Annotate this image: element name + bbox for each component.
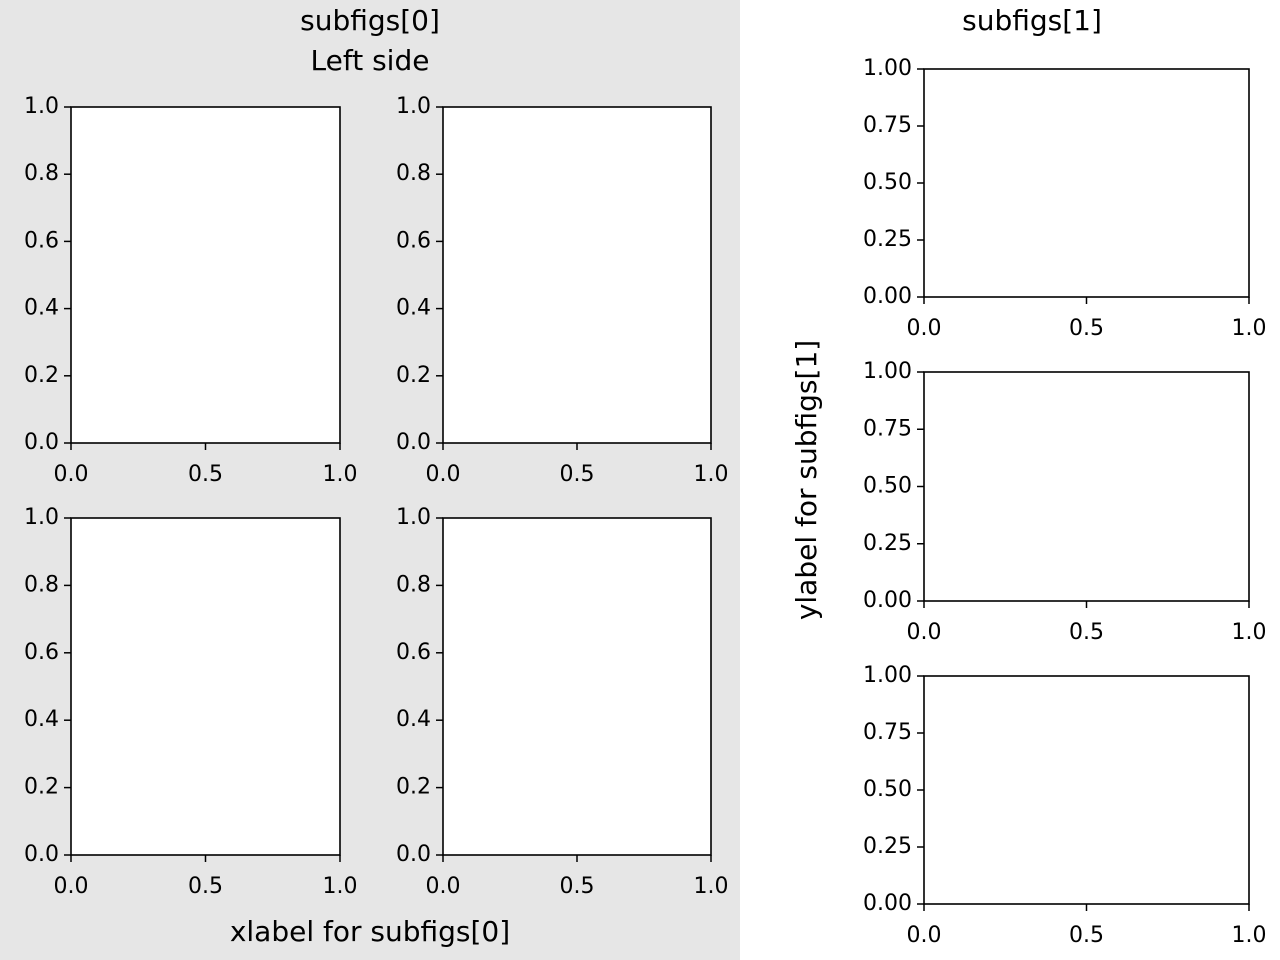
y-tick-label: 0.4 bbox=[396, 296, 431, 321]
axes-background bbox=[924, 372, 1249, 601]
axes-background bbox=[924, 676, 1249, 904]
y-tick-label: 0.4 bbox=[24, 296, 59, 321]
y-tick-label: 0.2 bbox=[24, 775, 59, 800]
axes-frame bbox=[923, 371, 1250, 602]
x-tick-label: 1.0 bbox=[1232, 620, 1267, 645]
y-tick-label: 0.8 bbox=[24, 161, 59, 186]
x-tick-label: 0.5 bbox=[1069, 620, 1104, 645]
y-tick-label: 0.25 bbox=[863, 531, 912, 556]
y-tick-label: 0.2 bbox=[396, 363, 431, 388]
axes-frame bbox=[70, 517, 341, 856]
y-tick-label: 0.75 bbox=[863, 113, 912, 138]
subfigure-subtitle: Left side bbox=[311, 44, 430, 77]
axes-background bbox=[443, 107, 711, 443]
axes-frame bbox=[70, 106, 341, 444]
subfigure-ylabel: ylabel for subfigs[1] bbox=[790, 340, 823, 620]
y-tick-label: 0.8 bbox=[396, 161, 431, 186]
x-tick-label: 1.0 bbox=[694, 874, 729, 899]
y-tick-label: 0.00 bbox=[863, 284, 912, 309]
y-tick-label: 0.50 bbox=[863, 170, 912, 195]
axes-frame bbox=[923, 68, 1250, 298]
y-tick-label: 1.00 bbox=[863, 56, 912, 81]
y-tick-label: 0.6 bbox=[24, 640, 59, 665]
x-tick-label: 1.0 bbox=[323, 874, 358, 899]
y-tick-label: 0.25 bbox=[863, 227, 912, 252]
y-tick-label: 0.75 bbox=[863, 416, 912, 441]
y-tick-label: 0.50 bbox=[863, 777, 912, 802]
y-tick-label: 0.0 bbox=[24, 430, 59, 455]
y-tick-label: 0.75 bbox=[863, 720, 912, 745]
y-tick-label: 0.2 bbox=[396, 775, 431, 800]
y-tick-label: 1.00 bbox=[863, 359, 912, 384]
x-tick-label: 0.0 bbox=[54, 874, 89, 899]
y-tick-label: 0.00 bbox=[863, 588, 912, 613]
x-tick-label: 1.0 bbox=[323, 462, 358, 487]
y-tick-label: 0.8 bbox=[24, 572, 59, 597]
y-tick-label: 0.4 bbox=[396, 707, 431, 732]
y-tick-label: 0.2 bbox=[24, 363, 59, 388]
x-tick-label: 0.0 bbox=[907, 923, 942, 948]
subfigure-xlabel: xlabel for subfigs[0] bbox=[230, 915, 510, 948]
y-tick-label: 0.6 bbox=[396, 640, 431, 665]
y-tick-label: 0.6 bbox=[396, 228, 431, 253]
subfigure-title: subfigs[0] bbox=[300, 4, 440, 37]
x-tick-label: 0.5 bbox=[1069, 923, 1104, 948]
y-tick-label: 1.0 bbox=[24, 94, 59, 119]
y-tick-label: 0.0 bbox=[396, 430, 431, 455]
axes-background bbox=[71, 107, 340, 443]
x-tick-label: 0.0 bbox=[426, 874, 461, 899]
y-tick-label: 0.6 bbox=[24, 228, 59, 253]
x-tick-label: 1.0 bbox=[1232, 923, 1267, 948]
x-tick-label: 0.0 bbox=[907, 316, 942, 341]
subfigure-title: subfigs[1] bbox=[962, 4, 1102, 37]
y-tick-label: 0.0 bbox=[396, 842, 431, 867]
axes-frame bbox=[442, 106, 712, 444]
y-tick-label: 1.00 bbox=[863, 663, 912, 688]
x-tick-label: 1.0 bbox=[1232, 316, 1267, 341]
y-tick-label: 1.0 bbox=[396, 94, 431, 119]
x-tick-label: 1.0 bbox=[694, 462, 729, 487]
y-tick-label: 0.0 bbox=[24, 842, 59, 867]
x-tick-label: 0.5 bbox=[188, 874, 223, 899]
x-tick-label: 0.0 bbox=[54, 462, 89, 487]
axes-background bbox=[924, 69, 1249, 297]
y-tick-label: 0.25 bbox=[863, 834, 912, 859]
y-tick-label: 0.8 bbox=[396, 572, 431, 597]
axes-frame bbox=[923, 675, 1250, 905]
x-tick-label: 0.5 bbox=[560, 462, 595, 487]
y-tick-label: 1.0 bbox=[396, 505, 431, 530]
axes-background bbox=[443, 518, 711, 855]
x-tick-label: 0.5 bbox=[1069, 316, 1104, 341]
y-tick-label: 0.00 bbox=[863, 891, 912, 916]
y-tick-label: 0.4 bbox=[24, 707, 59, 732]
axes-background bbox=[71, 518, 340, 855]
axes-frame bbox=[442, 517, 712, 856]
x-tick-label: 0.5 bbox=[188, 462, 223, 487]
y-tick-label: 0.50 bbox=[863, 474, 912, 499]
y-tick-label: 1.0 bbox=[24, 505, 59, 530]
x-tick-label: 0.0 bbox=[907, 620, 942, 645]
x-tick-label: 0.0 bbox=[426, 462, 461, 487]
x-tick-label: 0.5 bbox=[560, 874, 595, 899]
